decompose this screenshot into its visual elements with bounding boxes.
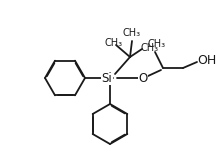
Text: O: O (139, 73, 147, 83)
Text: O: O (138, 72, 148, 85)
Text: OH: OH (197, 54, 217, 67)
Text: CH₃: CH₃ (123, 28, 141, 38)
Text: CH₃: CH₃ (148, 39, 166, 49)
Text: Si: Si (102, 72, 112, 85)
Text: CH₃: CH₃ (105, 38, 123, 48)
Text: CH₃: CH₃ (141, 43, 159, 53)
